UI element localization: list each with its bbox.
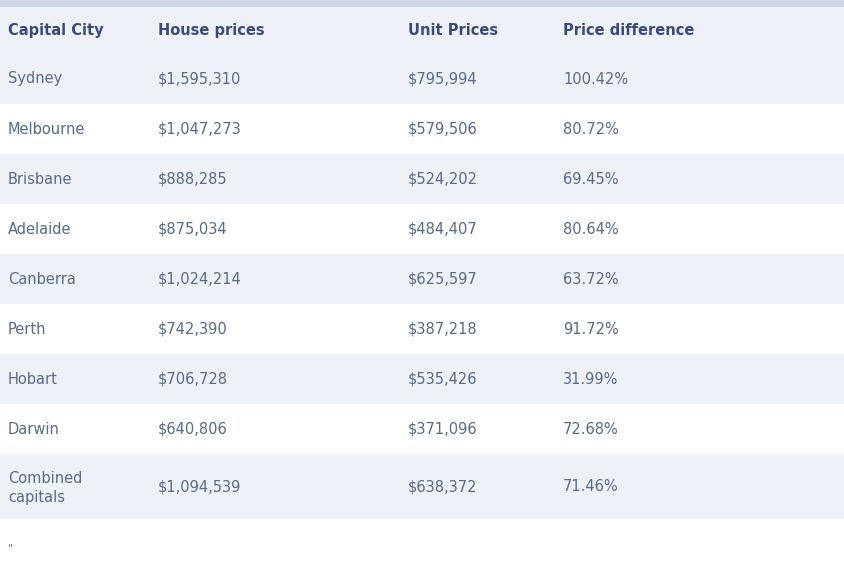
Text: $484,407: $484,407: [408, 222, 477, 236]
Text: Capital City: Capital City: [8, 23, 104, 38]
Text: Unit Prices: Unit Prices: [408, 23, 497, 38]
Text: 31.99%: 31.99%: [562, 372, 618, 386]
Text: Perth: Perth: [8, 321, 46, 337]
Text: $640,806: $640,806: [158, 421, 228, 437]
Text: $371,096: $371,096: [408, 421, 477, 437]
Text: $387,218: $387,218: [408, 321, 477, 337]
Text: Adelaide: Adelaide: [8, 222, 72, 236]
Text: capitals: capitals: [8, 490, 65, 505]
Bar: [0, 354, 844, 404]
Bar: [0, 404, 844, 454]
Text: $1,047,273: $1,047,273: [158, 121, 241, 136]
Text: $579,506: $579,506: [408, 121, 477, 136]
Text: $625,597: $625,597: [408, 271, 477, 287]
Text: Melbourne: Melbourne: [8, 121, 85, 136]
Text: ": ": [8, 543, 14, 553]
Text: Sydney: Sydney: [8, 72, 62, 86]
Bar: [0, 104, 844, 154]
Text: $535,426: $535,426: [408, 372, 477, 386]
Text: House prices: House prices: [158, 23, 264, 38]
Text: Combined: Combined: [8, 471, 82, 486]
Text: $888,285: $888,285: [158, 171, 227, 187]
Text: $1,094,539: $1,094,539: [158, 479, 241, 494]
Text: $1,595,310: $1,595,310: [158, 72, 241, 86]
Text: $706,728: $706,728: [158, 372, 228, 386]
Text: 91.72%: 91.72%: [562, 321, 618, 337]
Text: 100.42%: 100.42%: [562, 72, 627, 86]
Bar: [0, 254, 844, 304]
Bar: [0, 54, 844, 104]
Text: $638,372: $638,372: [408, 479, 477, 494]
Text: $875,034: $875,034: [158, 222, 227, 236]
Text: Hobart: Hobart: [8, 372, 57, 386]
Text: Darwin: Darwin: [8, 421, 60, 437]
Text: 72.68%: 72.68%: [562, 421, 618, 437]
Text: $742,390: $742,390: [158, 321, 228, 337]
Text: 80.64%: 80.64%: [562, 222, 618, 236]
Text: Brisbane: Brisbane: [8, 171, 73, 187]
Bar: [0, 154, 844, 204]
Bar: [0, 7, 844, 54]
Text: $795,994: $795,994: [408, 72, 477, 86]
Text: 71.46%: 71.46%: [562, 479, 618, 494]
Text: Price difference: Price difference: [562, 23, 694, 38]
Bar: [0, 0, 844, 7]
Text: $524,202: $524,202: [408, 171, 478, 187]
Bar: [0, 454, 844, 519]
Text: 80.72%: 80.72%: [562, 121, 618, 136]
Text: Canberra: Canberra: [8, 271, 76, 287]
Text: $1,024,214: $1,024,214: [158, 271, 241, 287]
Text: 63.72%: 63.72%: [562, 271, 618, 287]
Text: 69.45%: 69.45%: [562, 171, 618, 187]
Bar: [0, 304, 844, 354]
Bar: [0, 204, 844, 254]
